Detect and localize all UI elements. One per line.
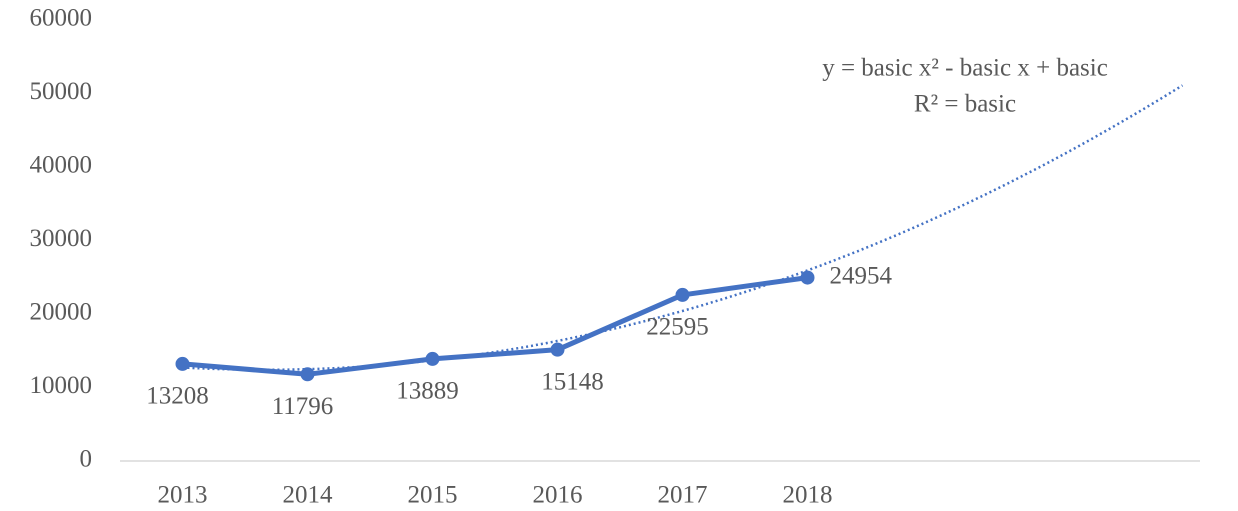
y-tick-label: 40000 xyxy=(30,152,93,179)
x-tick-label: 2015 xyxy=(408,482,458,509)
x-tick-label: 2017 xyxy=(658,482,708,509)
series-line xyxy=(182,275,808,377)
data-label: 22595 xyxy=(646,314,709,341)
data-label: 11796 xyxy=(272,393,334,420)
trendline-r2: R² = basic xyxy=(914,91,1016,118)
marker xyxy=(425,351,440,366)
y-tick-label: 10000 xyxy=(30,372,93,399)
marker xyxy=(175,356,190,371)
x-tick-label: 2013 xyxy=(158,482,208,509)
y-tick-label: 30000 xyxy=(30,225,93,252)
marker xyxy=(675,287,690,302)
marker xyxy=(300,367,315,382)
y-tick-label: 50000 xyxy=(30,78,93,105)
y-tick-label: 20000 xyxy=(30,299,93,326)
data-label: 24954 xyxy=(830,262,893,289)
y-tick-label: 0 xyxy=(80,446,93,473)
x-tick-label: 2014 xyxy=(283,482,334,509)
marker xyxy=(550,342,565,357)
data-label: 15148 xyxy=(541,368,604,395)
trendline-equation: y = basic x² - basic x + basic xyxy=(822,55,1108,82)
marker xyxy=(800,270,815,285)
x-tick-label: 2018 xyxy=(783,482,833,509)
data-label: 13889 xyxy=(396,378,459,405)
data-label: 13208 xyxy=(146,383,209,410)
y-tick-label: 60000 xyxy=(30,5,93,32)
x-tick-label: 2016 xyxy=(533,482,583,509)
